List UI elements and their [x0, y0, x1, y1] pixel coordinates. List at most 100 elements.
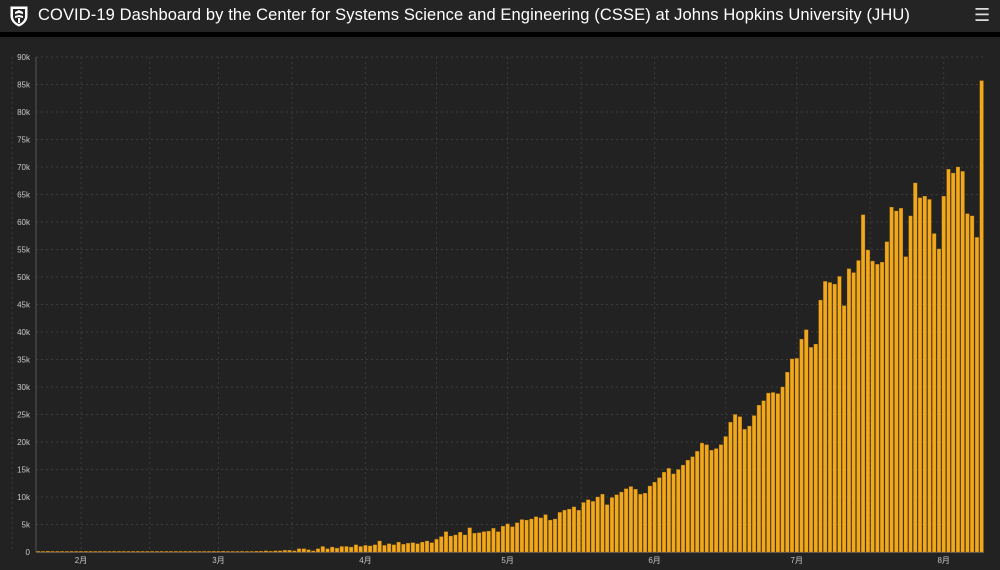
bar[interactable] — [832, 283, 837, 553]
bar[interactable] — [391, 544, 396, 553]
bar[interactable] — [131, 551, 136, 553]
bar[interactable] — [301, 548, 306, 553]
bar[interactable] — [709, 450, 714, 553]
bar[interactable] — [481, 531, 486, 553]
bar[interactable] — [88, 551, 93, 553]
bar[interactable] — [946, 169, 951, 553]
bar[interactable] — [235, 551, 240, 553]
bar[interactable] — [894, 210, 899, 553]
bar[interactable] — [339, 546, 344, 553]
bar[interactable] — [401, 544, 406, 553]
bar[interactable] — [538, 517, 543, 553]
bar[interactable] — [922, 195, 927, 553]
bar[interactable] — [543, 514, 548, 553]
bar[interactable] — [756, 404, 761, 553]
bar[interactable] — [785, 371, 790, 553]
bar[interactable] — [718, 444, 723, 553]
bar[interactable] — [884, 241, 889, 553]
bar[interactable] — [297, 548, 302, 553]
bar[interactable] — [268, 551, 273, 553]
bar[interactable] — [420, 541, 425, 553]
bar[interactable] — [941, 195, 946, 553]
bar[interactable] — [240, 551, 245, 553]
bar[interactable] — [657, 477, 662, 553]
bar[interactable] — [316, 548, 320, 553]
bar[interactable] — [529, 518, 534, 553]
bar[interactable] — [794, 358, 799, 553]
bar[interactable] — [581, 502, 586, 553]
bar[interactable] — [178, 551, 183, 553]
bar[interactable] — [225, 551, 230, 553]
bar[interactable] — [643, 492, 648, 553]
bar[interactable] — [771, 392, 776, 553]
bar[interactable] — [98, 551, 102, 553]
bar[interactable] — [377, 540, 382, 553]
bar[interactable] — [320, 546, 325, 553]
bar[interactable] — [515, 522, 520, 553]
bar[interactable] — [116, 551, 121, 553]
bar[interactable] — [372, 544, 377, 553]
bar[interactable] — [865, 249, 870, 553]
bar[interactable] — [880, 261, 885, 553]
bar[interactable] — [595, 496, 600, 553]
bar[interactable] — [173, 551, 178, 553]
bar[interactable] — [927, 199, 932, 553]
bar[interactable] — [908, 215, 913, 553]
bar[interactable] — [590, 501, 595, 553]
bar[interactable] — [666, 468, 671, 553]
bar[interactable] — [761, 400, 766, 553]
bar[interactable] — [60, 551, 65, 553]
bar[interactable] — [681, 464, 685, 553]
bar[interactable] — [600, 494, 605, 553]
bar[interactable] — [534, 516, 539, 553]
bar[interactable] — [278, 550, 283, 553]
bar[interactable] — [410, 542, 415, 553]
bar[interactable] — [126, 551, 131, 553]
bar[interactable] — [259, 551, 264, 553]
bar[interactable] — [306, 549, 311, 553]
bar[interactable] — [766, 392, 771, 553]
bar[interactable] — [434, 539, 439, 553]
bar[interactable] — [353, 544, 358, 553]
bar[interactable] — [647, 485, 652, 553]
bar[interactable] — [486, 530, 491, 553]
bar[interactable] — [406, 543, 411, 553]
bar[interactable] — [477, 532, 482, 553]
bar[interactable] — [221, 551, 226, 553]
bar[interactable] — [671, 473, 676, 553]
bar[interactable] — [790, 358, 795, 553]
bar[interactable] — [358, 546, 363, 553]
bar[interactable] — [932, 233, 937, 553]
bar[interactable] — [491, 528, 496, 553]
bar[interactable] — [619, 491, 624, 553]
bar[interactable] — [121, 551, 126, 553]
bar[interactable] — [662, 472, 667, 553]
bar[interactable] — [363, 545, 368, 553]
bar[interactable] — [192, 551, 197, 553]
bar[interactable] — [453, 534, 458, 553]
bar[interactable] — [41, 551, 46, 553]
bar[interactable] — [695, 451, 700, 553]
bar[interactable] — [325, 548, 330, 553]
bar[interactable] — [64, 551, 69, 553]
bar[interactable] — [553, 518, 558, 553]
bar[interactable] — [135, 551, 140, 553]
bar[interactable] — [576, 510, 581, 553]
bar[interactable] — [951, 172, 956, 553]
chart-bars[interactable] — [36, 80, 984, 553]
bar[interactable] — [282, 550, 287, 553]
bar[interactable] — [775, 393, 780, 553]
bar[interactable] — [842, 305, 847, 553]
bar[interactable] — [918, 197, 922, 553]
bar[interactable] — [230, 551, 235, 553]
bar[interactable] — [813, 343, 818, 553]
bar[interactable] — [970, 215, 975, 553]
bar[interactable] — [700, 442, 704, 553]
bar[interactable] — [733, 414, 738, 553]
bar[interactable] — [164, 551, 169, 553]
bar[interactable] — [728, 422, 733, 553]
bar[interactable] — [50, 551, 55, 553]
bar[interactable] — [55, 551, 60, 553]
bar[interactable] — [467, 527, 472, 553]
bar[interactable] — [685, 459, 690, 553]
